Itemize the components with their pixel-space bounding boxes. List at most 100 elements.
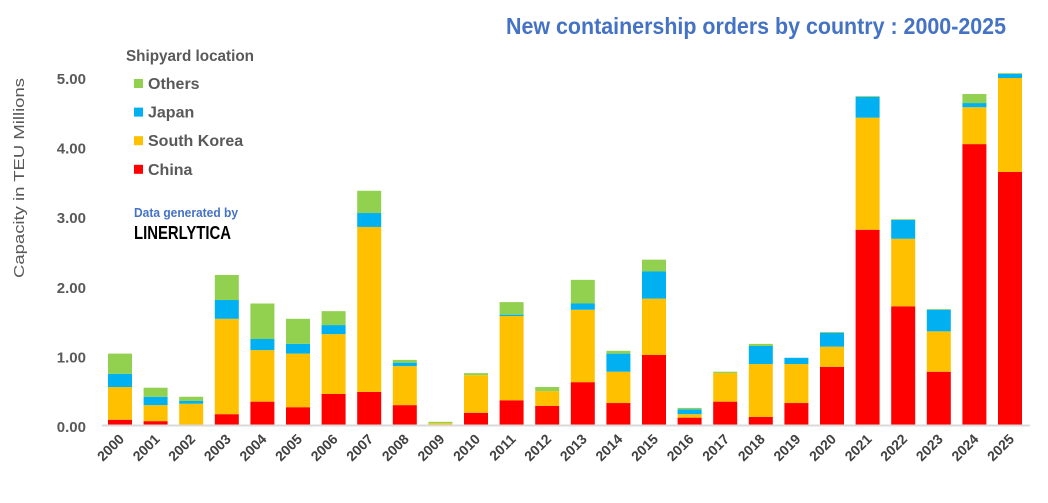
bar-segment-south-korea xyxy=(962,107,987,145)
y-tick-label: 5.00 xyxy=(57,71,86,88)
bar-segment-south-korea xyxy=(214,318,239,415)
bar-segment-others xyxy=(926,309,951,310)
x-tick-label: 2025 xyxy=(984,431,1017,464)
bar-stack-2024 xyxy=(962,94,987,426)
bar-segment-japan xyxy=(392,362,417,367)
legend-item-china: China xyxy=(134,162,193,179)
x-tick-label: 2023 xyxy=(913,431,946,464)
x-tick-label: 2022 xyxy=(877,431,910,464)
bar-segment-south-korea xyxy=(250,350,275,402)
legend-title: Shipyard location xyxy=(126,48,254,65)
bar-segment-china xyxy=(535,405,560,426)
bar-segment-china xyxy=(286,407,310,426)
legend-item-japan: Japan xyxy=(134,105,194,122)
bar-segment-japan xyxy=(357,213,382,227)
chart-title: New containership orders by country : 20… xyxy=(506,13,1006,39)
legend-swatch xyxy=(134,164,143,174)
bar-segment-china xyxy=(570,382,595,426)
bar-segment-others xyxy=(748,343,773,346)
bar-segment-china xyxy=(642,355,666,426)
bar-segment-others xyxy=(143,387,168,397)
bar-segment-japan xyxy=(499,314,524,317)
bar-segment-south-korea xyxy=(926,331,951,372)
legend-swatch xyxy=(134,107,143,117)
bar-segment-japan xyxy=(891,219,916,239)
x-tick-label: 2016 xyxy=(663,431,696,464)
bar-stack-2001 xyxy=(143,387,168,426)
bar-segment-south-korea xyxy=(784,364,809,404)
x-tick-label: 2015 xyxy=(628,431,661,464)
bar-stack-2020 xyxy=(820,332,844,426)
bar-segment-south-korea xyxy=(321,334,346,394)
bar-segment-japan xyxy=(677,409,702,415)
bar-segment-others xyxy=(179,396,204,401)
bar-segment-china xyxy=(606,403,631,426)
bar-segment-south-korea xyxy=(642,298,666,356)
bar-segment-japan xyxy=(962,103,987,108)
x-tick-label: 2013 xyxy=(557,431,590,464)
bar-stack-2019 xyxy=(784,357,809,426)
x-tick-label: 2011 xyxy=(486,431,519,464)
bar-segment-south-korea xyxy=(820,346,844,367)
bar-segment-others xyxy=(321,311,346,326)
legend-item-south-korea: South Korea xyxy=(134,133,243,150)
bar-segment-others xyxy=(108,353,132,374)
bar-segment-japan xyxy=(642,271,666,299)
bar-segment-china xyxy=(926,371,951,426)
bar-stack-2011 xyxy=(499,302,524,426)
x-tick-label: 2001 xyxy=(129,431,162,464)
bar-segment-japan xyxy=(855,96,880,118)
bar-segment-japan xyxy=(321,325,346,335)
bar-segment-china xyxy=(855,229,880,426)
x-tick-label: 2010 xyxy=(450,431,483,464)
bar-stack-2008 xyxy=(392,359,417,426)
y-tick-label: 2.00 xyxy=(57,280,86,297)
bar-segment-china xyxy=(820,366,844,426)
x-tick-label: 2017 xyxy=(699,431,732,464)
bar-segment-south-korea xyxy=(677,414,702,418)
legend-swatch xyxy=(134,136,143,146)
bar-segment-south-korea xyxy=(392,366,417,406)
x-tick-label: 2005 xyxy=(272,431,305,464)
bar-segment-others xyxy=(677,407,702,410)
bar-segment-south-korea xyxy=(855,117,880,230)
bar-segment-japan xyxy=(108,373,132,388)
bar-stack-2014 xyxy=(606,350,631,426)
bar-stack-2025 xyxy=(998,73,1022,426)
legend-label: Others xyxy=(148,76,200,93)
bar-segment-japan xyxy=(926,309,951,332)
bar-stack-2005 xyxy=(286,318,310,426)
bar-stack-2003 xyxy=(214,274,239,426)
bar-stack-2015 xyxy=(642,259,666,426)
bar-segment-others xyxy=(962,94,987,104)
bar-segment-others xyxy=(535,387,560,392)
bar-segment-china xyxy=(748,416,773,426)
bar-segment-others xyxy=(428,421,453,424)
bar-segment-china xyxy=(998,171,1022,426)
x-tick-label: 2012 xyxy=(521,431,554,464)
bar-segment-south-korea xyxy=(108,387,132,420)
bar-segment-china xyxy=(108,419,132,426)
x-tick-label: 2021 xyxy=(841,431,874,464)
bar-segment-others xyxy=(855,96,880,97)
y-axis-label: Capacity in TEU Millions xyxy=(11,78,28,278)
bar-segment-china xyxy=(392,405,417,426)
bar-segment-south-korea xyxy=(499,316,524,401)
bar-segment-south-korea xyxy=(286,353,310,408)
bar-stack-2023 xyxy=(926,309,951,426)
bar-segment-south-korea xyxy=(891,238,916,307)
bar-segment-others xyxy=(499,302,524,315)
x-tick-label: 2003 xyxy=(201,431,234,464)
bar-stack-2018 xyxy=(748,343,773,426)
bar-stack-2021 xyxy=(855,96,880,426)
bar-segment-others xyxy=(606,350,631,354)
bar-segment-south-korea xyxy=(535,391,560,406)
x-tick-label: 2014 xyxy=(592,431,625,464)
x-tick-label: 2024 xyxy=(948,431,981,464)
bar-segment-south-korea xyxy=(570,309,595,383)
bar-segment-others xyxy=(250,303,275,339)
bar-segment-japan xyxy=(784,357,809,365)
bar-segment-south-korea xyxy=(713,373,738,402)
bar-segment-others xyxy=(214,274,239,301)
x-tick-label: 2020 xyxy=(806,431,839,464)
